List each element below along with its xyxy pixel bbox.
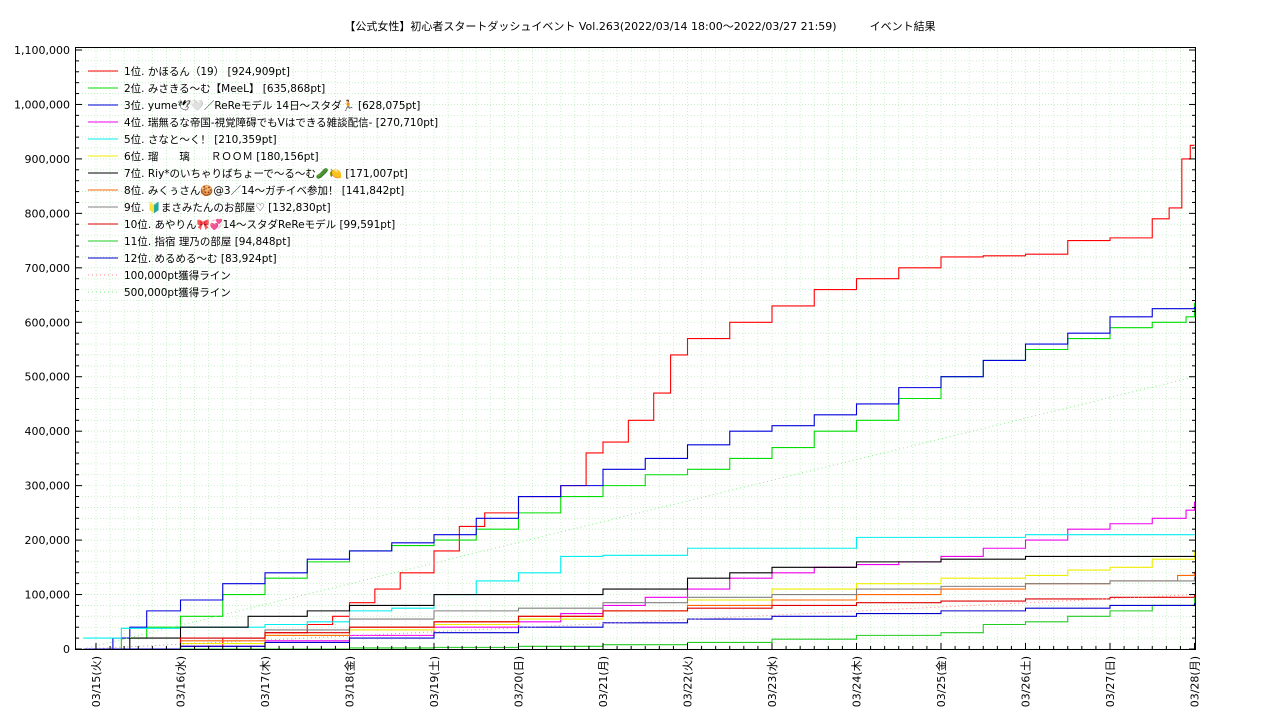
legend-label: 12位. めるめる〜む [83,924pt]	[124, 252, 277, 265]
legend-label: 2位. みさきる〜む【MeeL】 [635,868pt]	[124, 82, 325, 95]
y-tick-label: 700,000	[25, 262, 71, 275]
series-layer	[83, 144, 1196, 650]
y-tick-label: 1,000,000	[14, 98, 70, 111]
y-tick-label: 200,000	[25, 534, 71, 547]
series-line	[83, 376, 1195, 650]
x-tick-label: 03/23(水)	[766, 656, 779, 707]
x-tick-label: 03/26(土)	[1020, 656, 1033, 707]
legend-label: 6位. 瑠 璃 ＲＯＯＭ [180,156pt]	[124, 150, 319, 163]
x-tick-label: 03/19(土)	[428, 656, 441, 707]
x-tick-label: 03/25(金)	[934, 656, 948, 707]
series-line	[83, 594, 1196, 650]
y-tick-label: 400,000	[25, 425, 71, 438]
series-line	[83, 306, 1196, 650]
x-tick-label: 03/15(火)	[90, 656, 103, 707]
y-tick-label: 1,100,000	[14, 44, 70, 57]
legend-label: 4位. 瑞無るな帝国-視覚障碍でもVはできる雑談配信- [270,710pt]	[124, 116, 438, 129]
grid	[76, 48, 1195, 650]
legend-label: 1位. かほるん（19） [924,909pt]	[124, 65, 290, 78]
legend-label: 100,000pt獲得ライン	[124, 269, 231, 282]
y-tick-label: 500,000	[25, 371, 71, 384]
series-line	[83, 534, 1196, 639]
series-line	[83, 594, 1195, 650]
y-tick-label: 100,000	[25, 589, 71, 602]
y-tick-label: 900,000	[25, 153, 71, 166]
legend-label: 9位. 🔰まさみたんのお部屋♡ [132,830pt]	[124, 201, 331, 214]
legend-label: 3位. yume🕊🤍／ReReモデル 14日〜スタダ🏃 [628,075pt]	[124, 99, 420, 112]
legend-label: 11位. 指宿 理乃の部屋 [94,848pt]	[124, 235, 290, 248]
series-line	[83, 550, 1196, 650]
y-tick-label: 800,000	[25, 207, 71, 220]
x-tick-label: 03/17(木)	[259, 656, 272, 707]
x-tick-label: 03/20(日)	[513, 656, 526, 707]
x-tick-label: 03/28(月)	[1189, 656, 1202, 707]
x-tick-label: 03/21(月)	[597, 656, 610, 707]
legend-label: 8位. みくぅさん🍪@3／14〜ガチイベ参加！ [141,842pt]	[124, 184, 404, 197]
x-tick-label: 03/16(水)	[175, 656, 188, 707]
series-line	[83, 576, 1196, 650]
legend-label: 5位. さなと〜く！ [210,359pt]	[124, 133, 277, 146]
y-tick-label: 300,000	[25, 480, 71, 493]
series-line	[83, 302, 1196, 650]
y-tick-label: 0	[63, 643, 70, 656]
x-tick-label: 03/24(木)	[851, 656, 864, 707]
x-tick-label: 03/22(火)	[682, 656, 695, 707]
series-line	[83, 144, 1195, 650]
legend-label: 10位. あやりん🎀💞14〜スタダReReモデル [99,591pt]	[124, 218, 395, 231]
x-tick-label: 03/27(日)	[1104, 656, 1117, 707]
legend: 1位. かほるん（19） [924,909pt] 2位. みさきる〜む【MeeL】…	[88, 65, 438, 299]
legend-label: 500,000pt獲得ライン	[124, 286, 231, 299]
plot-frame	[75, 47, 1196, 650]
series-line	[83, 555, 1196, 650]
axes: 0 100,000 200,000 300,000 400,000 500,000 600,…	[14, 44, 1201, 707]
series-line	[83, 603, 1196, 650]
y-tick-label: 600,000	[25, 316, 71, 329]
x-tick-label: 03/18(金)	[343, 656, 357, 707]
legend-label: 7位. Riy*のいちゃりばちょーで〜る〜む🥒🍋 [171,007pt]	[124, 167, 408, 180]
chart-title: 【公式女性】初心者スタートダッシュイベント Vol.263(2022/03/14…	[344, 20, 936, 33]
